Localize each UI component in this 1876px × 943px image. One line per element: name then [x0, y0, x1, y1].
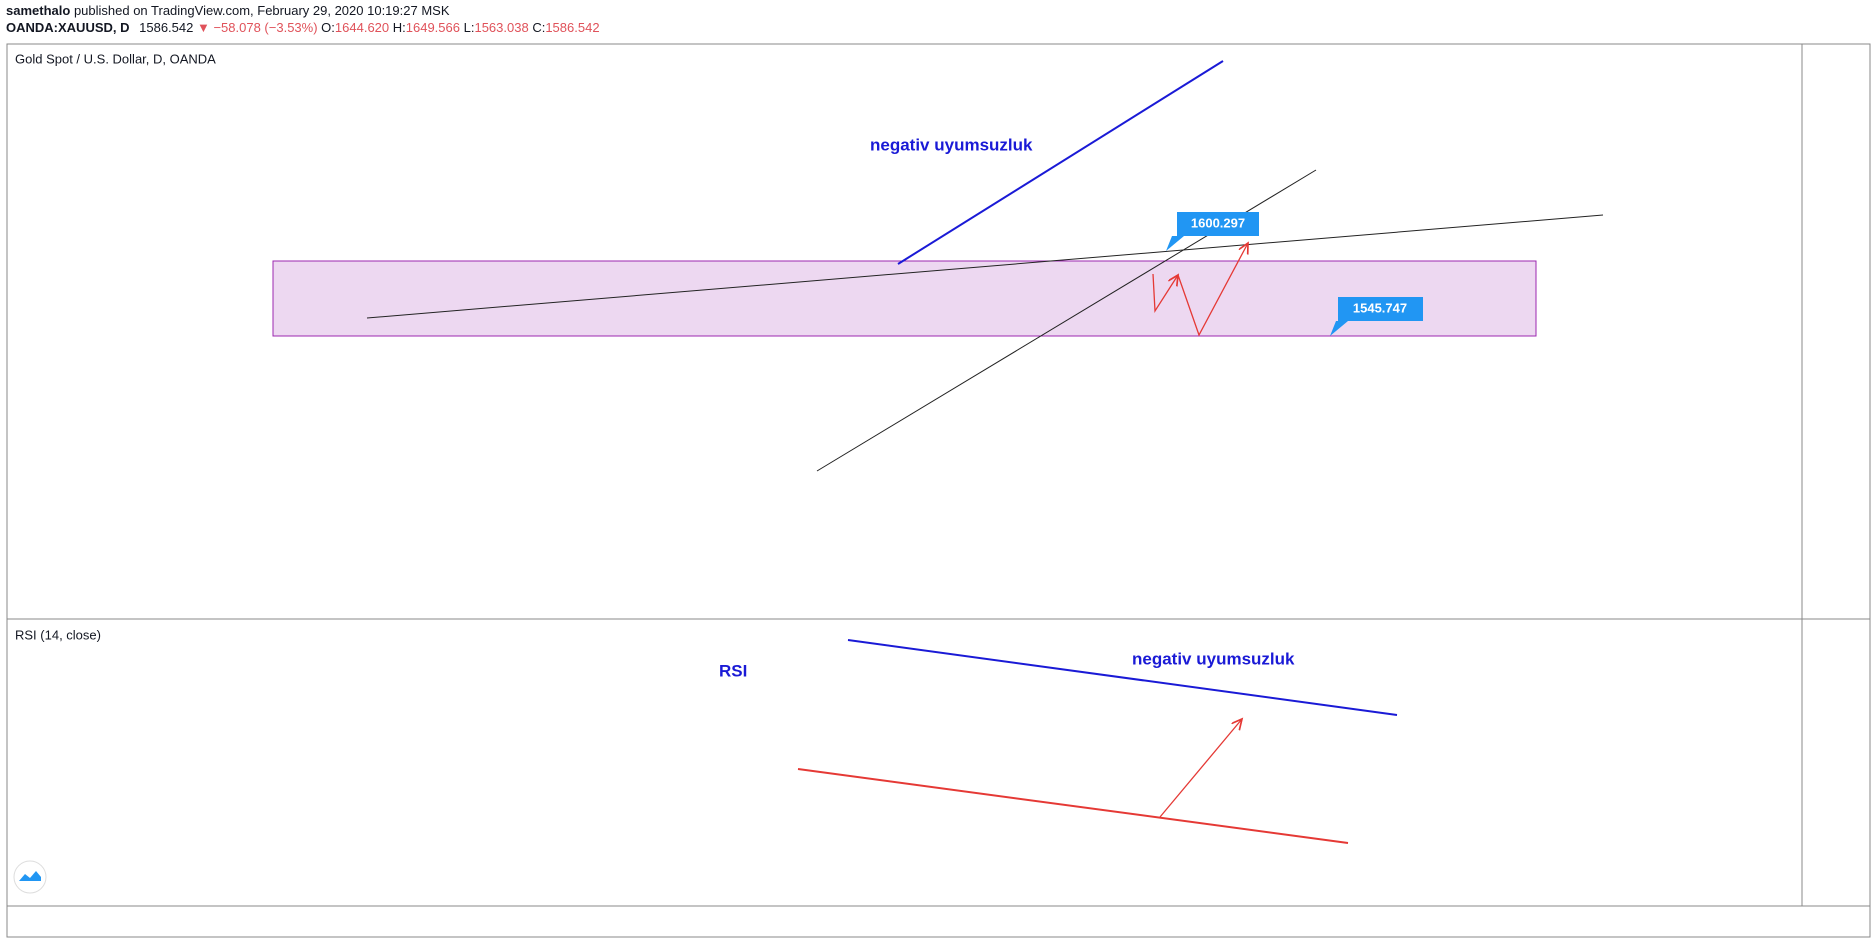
- outer-frame: [6, 43, 1871, 938]
- published: published on TradingView.com, February 2…: [74, 3, 450, 18]
- callout-text: 1545.747: [1353, 300, 1407, 315]
- l: 1563.038: [474, 20, 528, 35]
- divergence-line: [897, 60, 1224, 265]
- annotation: RSI: [719, 661, 747, 680]
- divergence-line: [847, 639, 1398, 716]
- o: 1644.620: [335, 20, 389, 35]
- o-label: O:: [321, 20, 335, 35]
- pane-title: Gold Spot / U.S. Dollar, D, OANDA: [15, 51, 216, 66]
- trend-line: [366, 214, 1604, 319]
- change: ▼ −58.078 (−3.53%): [197, 20, 318, 35]
- c-label: C:: [532, 20, 545, 35]
- annotation: negativ uyumsuzluk: [870, 135, 1033, 154]
- quote-line: OANDA:XAUUSD, D 1586.542 ▼ −58.078 (−3.5…: [6, 20, 600, 35]
- price-callout: [1330, 297, 1423, 336]
- publish-line: samethalo published on TradingView.com, …: [6, 3, 450, 18]
- annotation: negativ uyumsuzluk: [1132, 649, 1295, 668]
- support-line: [797, 768, 1349, 844]
- author: samethalo: [6, 3, 70, 18]
- logo[interactable]: [13, 860, 47, 894]
- price-callout: [1166, 212, 1259, 251]
- path-arrow: [1159, 719, 1242, 818]
- pane-title: RSI (14, close): [15, 627, 101, 642]
- h-label: H:: [393, 20, 406, 35]
- symbol: OANDA:XAUUSD, D: [6, 20, 130, 35]
- path-arrow: [1152, 274, 1178, 314]
- path-arrow: [1177, 243, 1248, 337]
- l-label: L:: [464, 20, 475, 35]
- logo-icon: [19, 871, 41, 881]
- callout-text: 1600.297: [1191, 215, 1245, 230]
- last: 1586.542: [139, 20, 193, 35]
- h: 1649.566: [406, 20, 460, 35]
- c: 1586.542: [545, 20, 599, 35]
